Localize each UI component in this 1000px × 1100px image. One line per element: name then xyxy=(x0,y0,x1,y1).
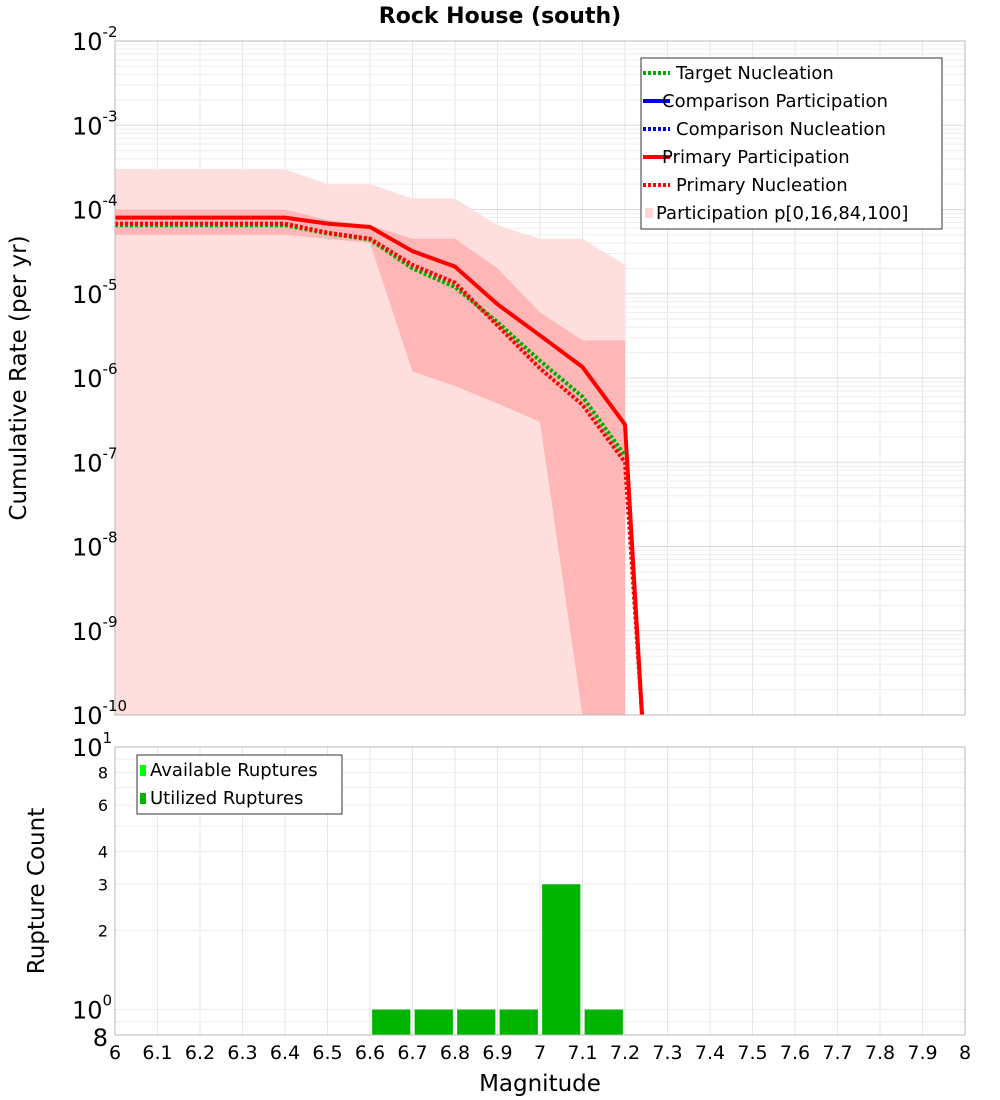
series-line xyxy=(115,221,644,716)
x-tick-label: 6.1 xyxy=(142,1042,172,1064)
x-axis-title: Magnitude xyxy=(479,1071,601,1097)
y-tick-label: 10-7 xyxy=(72,444,118,477)
legend-label: Comparison Nucleation xyxy=(676,119,886,140)
x-tick-label: 8 xyxy=(959,1042,971,1064)
x-tick-label: 6.2 xyxy=(185,1042,215,1064)
x-tick-label: 7.8 xyxy=(865,1042,895,1064)
x-tick-label: 7.7 xyxy=(822,1042,852,1064)
legend-label: Available Ruptures xyxy=(150,760,318,781)
x-tick-label: 6.7 xyxy=(397,1042,427,1064)
top-y-ticks: 10-2 10-3 10-4 10-5 10-6 10-7 10-8 10-9 10-10 xyxy=(72,23,127,730)
legend-label: Participation p[0,16,84,100] xyxy=(656,203,908,224)
x-tick-label: 6.6 xyxy=(355,1042,385,1064)
legend-box xyxy=(136,754,343,815)
chart-title: Rock House (south) xyxy=(379,4,621,29)
y-tick-label: 8 xyxy=(98,763,108,782)
legend-box xyxy=(640,57,943,230)
x-tick-label: 7.5 xyxy=(737,1042,767,1064)
y-tick-label: 2 xyxy=(98,922,108,941)
y-tick-label: 10-9 xyxy=(72,613,118,646)
rate-lines xyxy=(115,215,644,716)
y-tick-label: 10-4 xyxy=(72,192,118,225)
x-tick-label: 6.3 xyxy=(227,1042,257,1064)
bottom-plot-border xyxy=(114,746,966,1036)
top-plot-border xyxy=(114,40,966,716)
x-tick-label: 6.8 xyxy=(440,1042,470,1064)
x-tick-label: 7.4 xyxy=(695,1042,725,1064)
top-y-axis-title: Cumulative Rate (per yr) xyxy=(6,235,32,520)
y-tick-label: 101 xyxy=(72,729,112,762)
x-tick-label: 7.2 xyxy=(610,1042,640,1064)
x-tick-label: 7.9 xyxy=(907,1042,937,1064)
x-tick-label: 6 xyxy=(109,1042,121,1064)
y-tick-label: 100 xyxy=(72,992,112,1025)
x-tick-label: 6.5 xyxy=(312,1042,342,1064)
bar xyxy=(584,1009,623,1035)
rupture-bars xyxy=(372,884,623,1035)
y-tick-label: 10-2 xyxy=(72,23,118,56)
participation-bands xyxy=(115,169,625,715)
x-tick-label: 7 xyxy=(534,1042,546,1064)
legend-swatch xyxy=(140,793,146,804)
legend-swatch xyxy=(645,208,653,218)
legend-swatch xyxy=(140,765,146,776)
x-tick-label: 7.3 xyxy=(652,1042,682,1064)
y-tick-label: 3 xyxy=(98,875,108,894)
legend-label: Target Nucleation xyxy=(675,63,834,84)
x-tick-label: 7.6 xyxy=(780,1042,810,1064)
x-ticks: 6 6.1 6.2 6.3 6.4 6.5 6.6 6.7 6.8 6.9 7 7.1 7.2 7.3 7.… xyxy=(109,1042,971,1064)
top-legend: Target Nucleation Comparison Participatio… xyxy=(640,57,943,230)
y-tick-label: 8 xyxy=(93,1024,108,1052)
y-tick-label: 6 xyxy=(98,796,108,815)
x-tick-label: 6.4 xyxy=(270,1042,300,1064)
x-tick-label: 6.9 xyxy=(482,1042,512,1064)
top-plot: 10-2 10-3 10-4 10-5 10-6 10-7 10-8 10-9 10-10 Cu… xyxy=(6,23,966,730)
bar xyxy=(372,1009,411,1035)
bar xyxy=(542,884,581,1035)
series-line xyxy=(115,215,644,716)
y-tick-label: 10-10 xyxy=(72,697,127,730)
bottom-y-axis-title: Rupture Count xyxy=(24,808,50,974)
bottom-legend: Available Ruptures Utilized Ruptures xyxy=(136,754,343,815)
bar xyxy=(499,1009,538,1035)
y-tick-label: 4 xyxy=(98,842,108,861)
y-tick-label: 10-6 xyxy=(72,360,118,393)
x-tick-label: 7.1 xyxy=(567,1042,597,1064)
legend-label: Primary Participation xyxy=(662,147,850,168)
legend-label: Comparison Participation xyxy=(662,91,888,112)
bar xyxy=(414,1009,453,1035)
legend-label: Utilized Ruptures xyxy=(150,788,303,809)
band-inner xyxy=(115,209,625,715)
legend-label: Primary Nucleation xyxy=(676,175,848,196)
y-tick-label: 10-3 xyxy=(72,107,118,140)
y-tick-label: 10-8 xyxy=(72,529,118,562)
y-tick-label: 10-5 xyxy=(72,276,118,309)
bar xyxy=(457,1009,496,1035)
